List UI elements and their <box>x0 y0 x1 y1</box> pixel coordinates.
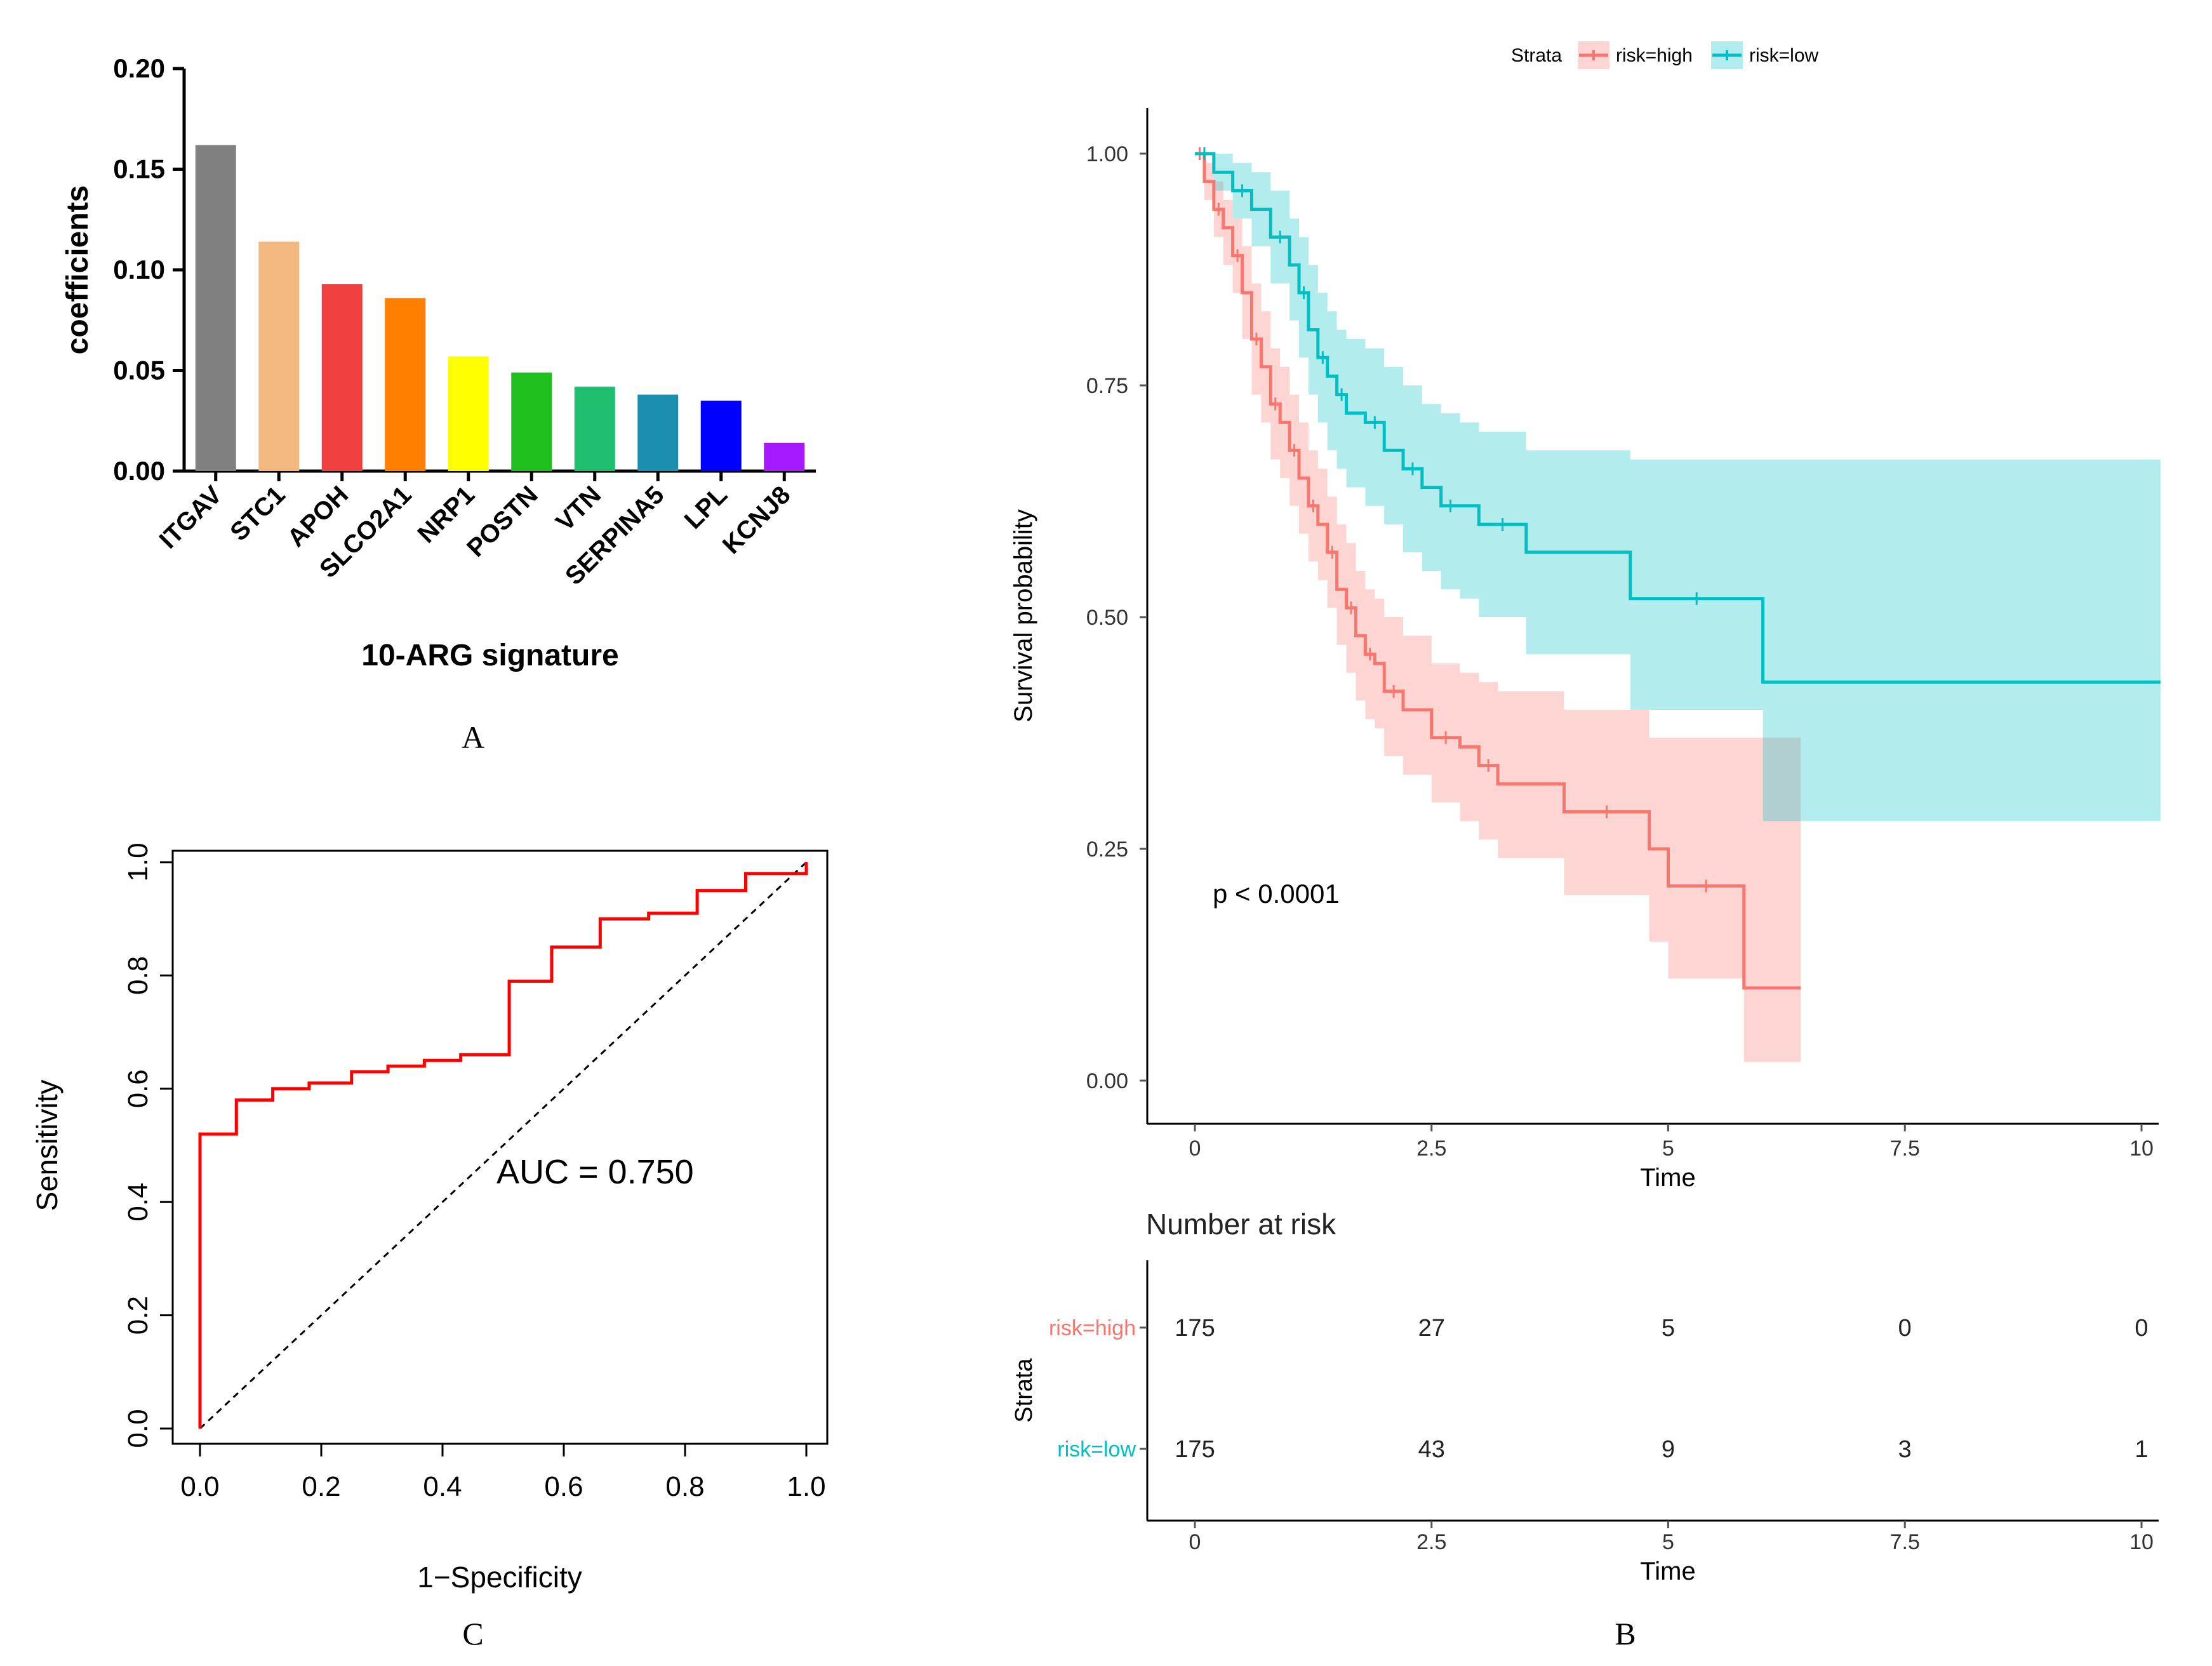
risk-table: Number at risk risk=high 175 27 5 0 0 risk=low 1… <box>1011 1208 2159 1585</box>
risk-count: 1 <box>2135 1436 2148 1463</box>
y-tick-label: 0.00 <box>113 456 165 486</box>
roc-curve <box>198 862 808 1429</box>
risk-count: 0 <box>2135 1315 2148 1342</box>
plot-box <box>171 850 829 1445</box>
x-tick-label: 0.6 <box>544 1471 583 1502</box>
y-tick-label: 0.75 <box>1086 374 1128 398</box>
risk-count: 0 <box>1898 1315 1912 1342</box>
y-tick-label: 0.15 <box>113 154 165 184</box>
y-tick-label: 0.0 <box>123 1409 154 1448</box>
y-tick-label: 0.20 <box>113 53 165 83</box>
x-tick-label: ITGAV <box>154 481 228 554</box>
risk-x-tick-label: 0 <box>1189 1530 1201 1554</box>
y-axis-title: Survival probability <box>1009 509 1037 723</box>
y-tick-label: 0.8 <box>123 956 154 995</box>
y-tick-label: 0.00 <box>1086 1069 1128 1093</box>
x-axis-title: Time <box>1640 1164 1695 1192</box>
survival-curve <box>1195 152 1801 990</box>
risk-count: 175 <box>1175 1436 1215 1463</box>
auc-annotation: AUC = 0.750 <box>496 1153 694 1191</box>
risk-x-tick-label: 2.5 <box>1416 1530 1446 1554</box>
y-axis-title: coefficients <box>61 185 95 355</box>
x-tick-label: KCNJ8 <box>717 481 796 559</box>
x-tick-label: 0 <box>1189 1136 1201 1161</box>
bar <box>321 284 363 471</box>
x-tick-label: 0.4 <box>423 1471 462 1502</box>
risk-table-title: Number at risk <box>1146 1208 1336 1241</box>
legend-title: Strata <box>1511 45 1562 66</box>
x-tick-label: POSTN <box>462 481 543 563</box>
y-tick-label: 0.25 <box>1086 837 1128 862</box>
risk-count: 27 <box>1418 1315 1445 1342</box>
panel-label-a: A <box>462 719 484 755</box>
y-tick-label: 1.0 <box>123 843 154 881</box>
risk-count: 43 <box>1418 1436 1445 1463</box>
bar <box>511 372 552 471</box>
risk-strata-title: Strata <box>1011 1357 1037 1422</box>
risk-count: 3 <box>1898 1436 1912 1463</box>
p-value-annotation: p < 0.0001 <box>1213 879 1340 909</box>
bar <box>637 394 679 471</box>
diagonal-reference-line <box>199 861 808 1430</box>
risk-count: 5 <box>1662 1315 1675 1342</box>
y-tick-label: 0.10 <box>113 255 165 284</box>
risk-count: 175 <box>1175 1315 1215 1342</box>
y-tick-label: 0.6 <box>123 1069 154 1108</box>
panel-c-roc-chart: 0.0 0.2 0.4 0.6 0.8 1.0 0.0 0.2 0.4 0.6 0.8 1.0 Sens… <box>30 843 829 1651</box>
x-tick-label: 0.8 <box>665 1471 704 1502</box>
risk-row-label: risk=low <box>1057 1437 1136 1462</box>
x-tick-label: 0.2 <box>302 1471 340 1502</box>
bar <box>448 356 489 471</box>
risk-row-label: risk=high <box>1049 1316 1136 1340</box>
legend: Strata risk=high risk=low <box>1511 41 1819 69</box>
x-tick-label: VTN <box>550 481 606 536</box>
y-axis-title: Sensitivity <box>30 1079 63 1211</box>
risk-x-tick-label: 5 <box>1662 1530 1674 1554</box>
y-tick-label: 1.00 <box>1086 142 1128 166</box>
panel-b-survival-chart: Strata risk=high risk=low 0.00 0.25 0.50 0.75 1… <box>1009 41 2161 1651</box>
panel-a-bar-chart: 0.000.050.100.150.20ITGAVSTC1APOHSLCO2A1… <box>61 53 816 755</box>
bar <box>574 386 615 471</box>
x-tick-label: 7.5 <box>1890 1136 1920 1161</box>
risk-x-tick-label: 7.5 <box>1890 1530 1920 1554</box>
x-tick-label: 2.5 <box>1416 1136 1446 1161</box>
bar <box>385 298 426 471</box>
x-tick-label: LPL <box>679 481 733 535</box>
y-tick-label: 0.50 <box>1086 606 1128 630</box>
bar <box>764 443 805 471</box>
y-tick-label: 0.2 <box>123 1296 154 1335</box>
legend-label: risk=low <box>1749 45 1819 66</box>
risk-x-tick-label: 10 <box>2129 1530 2154 1554</box>
panel-label-b: B <box>1615 1616 1636 1651</box>
legend-label: risk=high <box>1616 45 1693 66</box>
x-tick-label: 0.0 <box>180 1471 219 1502</box>
x-tick-label: STC1 <box>225 481 290 546</box>
y-tick-label: 0.05 <box>113 356 165 385</box>
bar <box>700 401 742 471</box>
confidence-band <box>1195 154 2161 822</box>
x-tick-label: 1.0 <box>787 1471 825 1502</box>
risk-count: 9 <box>1662 1436 1675 1463</box>
x-tick-label: 5 <box>1662 1136 1674 1161</box>
survival-curve <box>1195 152 2161 684</box>
risk-x-axis-title: Time <box>1640 1557 1695 1585</box>
bar <box>195 145 236 471</box>
x-axis-title: 1−Specificity <box>417 1561 582 1594</box>
panel-label-c: C <box>462 1616 483 1651</box>
x-axis-title: 10-ARG signature <box>361 639 618 672</box>
y-tick-label: 0.4 <box>123 1183 154 1222</box>
x-tick-label: 10 <box>2129 1136 2154 1161</box>
bar <box>258 241 300 471</box>
